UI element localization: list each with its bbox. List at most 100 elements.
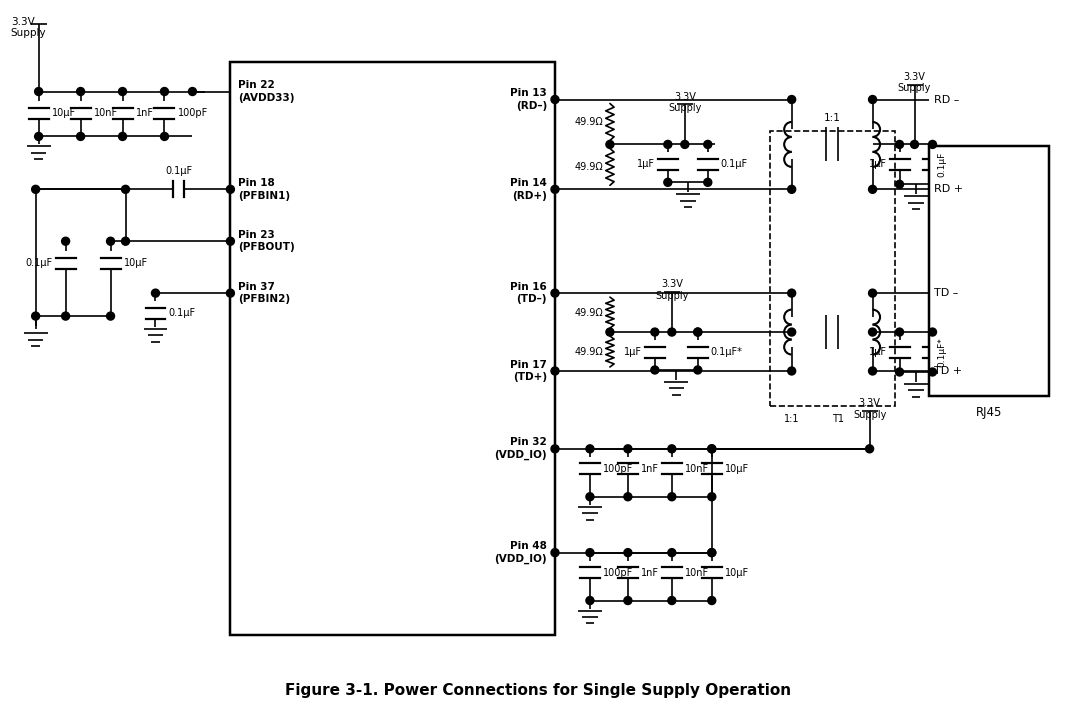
Circle shape	[788, 95, 795, 104]
Circle shape	[107, 312, 114, 320]
Circle shape	[694, 366, 702, 374]
Bar	[930, 146, 1049, 396]
Text: 10nF: 10nF	[684, 567, 709, 578]
Text: TD +: TD +	[934, 366, 963, 376]
Circle shape	[668, 445, 676, 453]
Text: Pin 18
(PFBIN1): Pin 18 (PFBIN1)	[239, 178, 291, 200]
Circle shape	[895, 141, 904, 149]
Text: 1nF: 1nF	[641, 567, 659, 578]
Text: TD –: TD –	[934, 288, 959, 298]
Text: 3.3V
Supply: 3.3V Supply	[853, 398, 887, 420]
Text: Figure 3-1. Power Connections for Single Supply Operation: Figure 3-1. Power Connections for Single…	[285, 683, 791, 698]
Text: 3.3V
Supply: 3.3V Supply	[11, 17, 46, 38]
Circle shape	[664, 178, 671, 186]
Text: RD +: RD +	[934, 185, 964, 195]
Circle shape	[160, 87, 169, 95]
Text: Pin 13
(RD–): Pin 13 (RD–)	[510, 88, 547, 111]
Circle shape	[929, 368, 936, 376]
Text: 1μF: 1μF	[868, 159, 887, 169]
Text: 0.1μF: 0.1μF	[937, 151, 947, 177]
Text: Pin 37
(PFBIN2): Pin 37 (PFBIN2)	[239, 282, 291, 304]
Circle shape	[107, 237, 114, 245]
Text: 3.3V
Supply: 3.3V Supply	[897, 71, 931, 93]
Circle shape	[76, 133, 85, 141]
Circle shape	[31, 312, 40, 320]
Circle shape	[910, 141, 919, 149]
Text: 1μF: 1μF	[637, 159, 655, 169]
Text: 1μF: 1μF	[868, 347, 887, 357]
Circle shape	[118, 133, 127, 141]
Circle shape	[708, 445, 716, 453]
Circle shape	[551, 367, 558, 375]
Circle shape	[226, 289, 235, 297]
Text: 100pF: 100pF	[178, 108, 208, 118]
Text: 0.1μF: 0.1μF	[169, 308, 196, 318]
Circle shape	[708, 492, 716, 500]
Text: 100pF: 100pF	[603, 567, 633, 578]
Circle shape	[551, 95, 558, 104]
Text: Pin 17
(TD+): Pin 17 (TD+)	[510, 360, 547, 382]
Text: 1:1: 1:1	[784, 414, 799, 424]
Text: T1: T1	[832, 414, 844, 424]
Circle shape	[226, 185, 235, 193]
Circle shape	[624, 549, 632, 557]
Circle shape	[681, 141, 689, 149]
Text: Pin 32
(VDD_IO): Pin 32 (VDD_IO)	[494, 438, 547, 460]
Text: Pin 22
(AVDD33): Pin 22 (AVDD33)	[239, 80, 295, 102]
Circle shape	[929, 141, 936, 149]
Circle shape	[668, 549, 676, 557]
Circle shape	[226, 237, 235, 245]
Circle shape	[865, 445, 874, 453]
Circle shape	[76, 87, 85, 95]
Circle shape	[551, 185, 558, 193]
Circle shape	[551, 445, 558, 453]
Text: 3.3V
Supply: 3.3V Supply	[668, 92, 702, 113]
Text: 49.9Ω: 49.9Ω	[575, 162, 603, 172]
Circle shape	[34, 87, 43, 95]
Circle shape	[929, 328, 936, 336]
Circle shape	[868, 95, 877, 104]
Circle shape	[624, 596, 632, 604]
Text: 49.9Ω: 49.9Ω	[575, 347, 603, 356]
Text: 10μF: 10μF	[52, 108, 75, 118]
Circle shape	[868, 328, 877, 336]
Circle shape	[551, 289, 558, 297]
Circle shape	[118, 87, 127, 95]
Circle shape	[788, 328, 795, 336]
Circle shape	[868, 289, 877, 297]
Circle shape	[664, 141, 671, 149]
Circle shape	[160, 133, 169, 141]
Circle shape	[122, 237, 129, 245]
Circle shape	[188, 87, 197, 95]
Circle shape	[624, 492, 632, 500]
Text: 10nF: 10nF	[94, 108, 117, 118]
Text: 10μF: 10μF	[725, 464, 749, 474]
Circle shape	[586, 445, 594, 453]
Circle shape	[152, 289, 159, 297]
Text: 100pF: 100pF	[603, 464, 633, 474]
Text: 0.1μF: 0.1μF	[721, 159, 748, 169]
Circle shape	[895, 328, 904, 336]
Circle shape	[586, 549, 594, 557]
Circle shape	[586, 596, 594, 604]
Circle shape	[895, 180, 904, 188]
Circle shape	[624, 445, 632, 453]
Circle shape	[606, 328, 614, 336]
Text: 1:1: 1:1	[824, 113, 840, 123]
Circle shape	[34, 133, 43, 141]
Circle shape	[708, 445, 716, 453]
Text: 0.1μF: 0.1μF	[165, 167, 192, 177]
Text: 49.9Ω: 49.9Ω	[575, 308, 603, 317]
Circle shape	[708, 549, 716, 557]
Text: 1μF: 1μF	[624, 347, 642, 357]
Circle shape	[694, 328, 702, 336]
Circle shape	[708, 596, 716, 604]
Circle shape	[651, 328, 659, 336]
Text: 0.1μF*: 0.1μF*	[937, 337, 947, 367]
Text: 1nF: 1nF	[136, 108, 154, 118]
Text: Pin 23
(PFBOUT): Pin 23 (PFBOUT)	[239, 230, 295, 252]
Circle shape	[668, 492, 676, 500]
Text: 10nF: 10nF	[684, 464, 709, 474]
Circle shape	[694, 328, 702, 336]
Text: 3.3V
Supply: 3.3V Supply	[655, 279, 689, 301]
